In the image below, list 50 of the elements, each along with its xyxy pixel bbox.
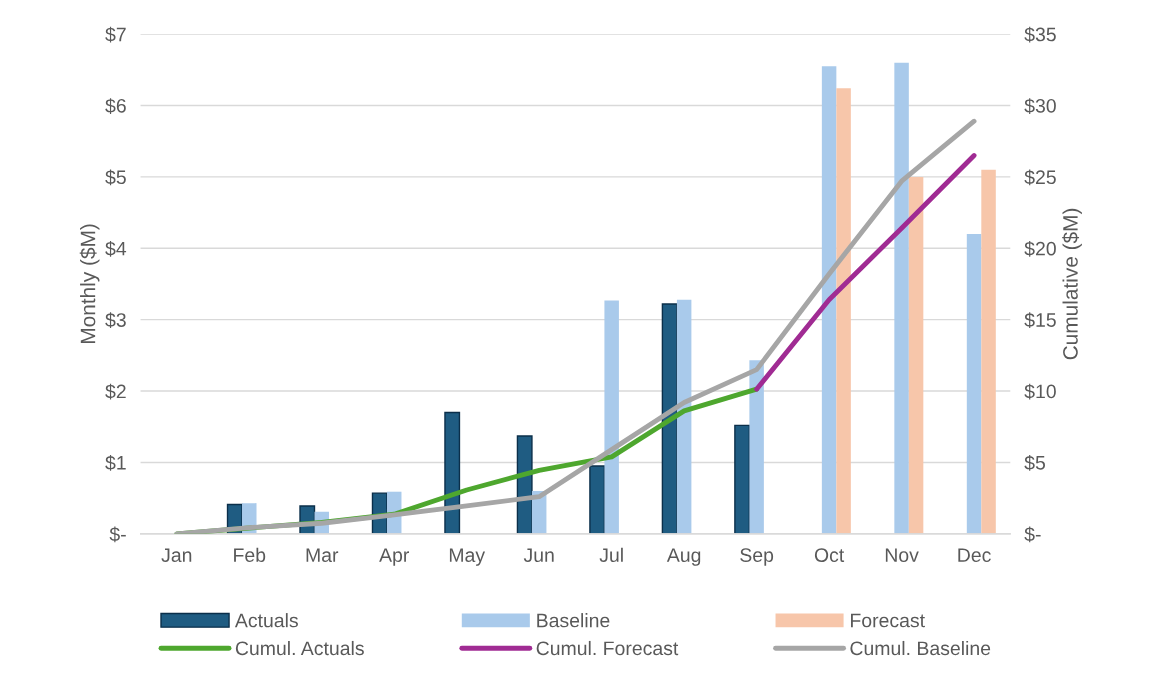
bar xyxy=(894,62,909,534)
bar xyxy=(821,66,837,534)
y-tick-label: $3 xyxy=(105,312,126,329)
bar xyxy=(981,169,996,534)
bar xyxy=(444,411,461,534)
x-tick-label: Jan xyxy=(161,548,192,562)
x-tick-label: Apr xyxy=(379,548,410,566)
x-tick-label: Mar xyxy=(306,548,339,562)
x-tick-label: Dec xyxy=(958,548,991,562)
bar xyxy=(604,300,619,534)
y2-tick-label: $30 xyxy=(1024,98,1056,114)
y2-tick-label: $- xyxy=(1024,526,1041,543)
y-tick-label: $5 xyxy=(105,169,126,186)
bar xyxy=(836,88,851,534)
y2-tick-label: $35 xyxy=(1024,26,1056,43)
x-tick-label: Aug xyxy=(666,548,701,566)
x-tick-label: Feb xyxy=(234,547,266,562)
legend-label: Cumul. Baseline xyxy=(850,640,991,656)
y-axis-title: Monthly ($M) xyxy=(79,224,100,344)
y-tick-label: $7 xyxy=(105,26,126,43)
bar xyxy=(966,234,982,534)
legend-label: Forecast xyxy=(851,613,925,628)
legend-label: Cumul. Forecast xyxy=(536,640,679,656)
legend-label: Actuals xyxy=(234,613,298,628)
x-tick-label: Jul xyxy=(599,547,623,562)
x-tick-label: May xyxy=(449,548,486,566)
y2-axis-title: Cumulative ($M) xyxy=(1062,208,1082,360)
y2-tick-label: $5 xyxy=(1024,455,1046,471)
line-series xyxy=(174,118,977,534)
legend-label: Cumul. Actuals xyxy=(235,640,364,656)
y-tick-label: $4 xyxy=(105,240,127,257)
y-tick-label: $2 xyxy=(105,383,126,400)
bar xyxy=(676,299,692,534)
bar xyxy=(734,424,751,534)
y-tick-label: $- xyxy=(109,526,126,543)
y2-tick-label: $25 xyxy=(1024,169,1056,186)
y2-tick-label: $15 xyxy=(1024,312,1056,329)
y-tick-label: $6 xyxy=(105,98,126,114)
y-tick-label: $1 xyxy=(105,455,126,471)
bar xyxy=(749,360,764,534)
x-tick-label: Nov xyxy=(885,548,919,562)
y2-tick-label: $20 xyxy=(1024,240,1056,257)
line-series xyxy=(754,153,977,392)
x-tick-label: Oct xyxy=(814,548,845,562)
bar xyxy=(908,176,924,534)
y2-tick-label: $10 xyxy=(1024,383,1056,400)
legend-label: Baseline xyxy=(537,613,610,628)
x-tick-label: Sep xyxy=(740,548,774,566)
bar xyxy=(589,465,606,534)
x-tick-label: Jun xyxy=(523,548,554,562)
